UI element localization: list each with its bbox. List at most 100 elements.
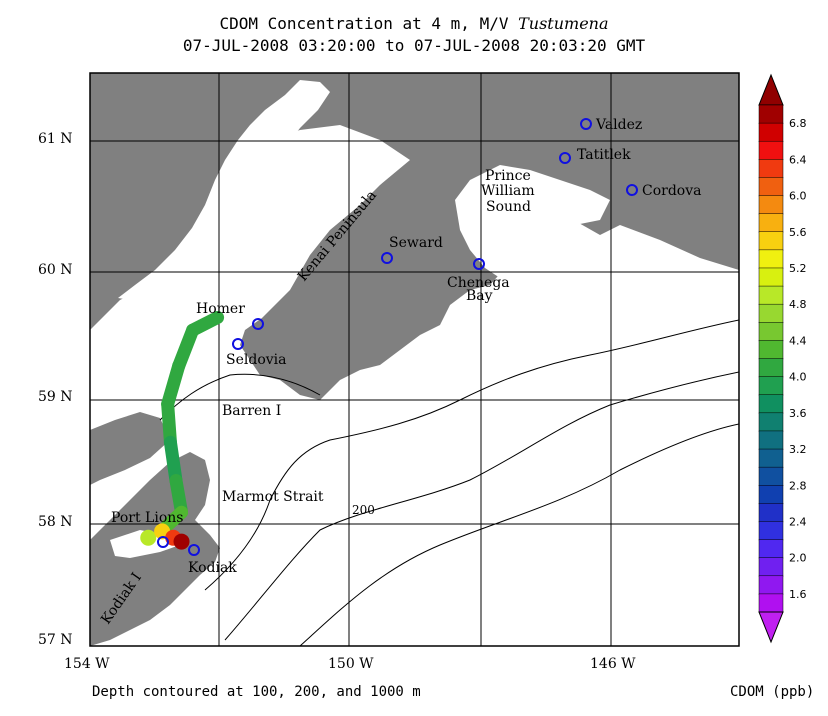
track-point xyxy=(173,533,190,550)
label-valdez: Valdez xyxy=(595,117,642,133)
colorbar-swatch xyxy=(758,593,784,613)
label-cordova: Cordova xyxy=(642,183,701,199)
contour-100m xyxy=(204,319,739,591)
stations xyxy=(157,118,638,556)
colorbar-swatch xyxy=(758,575,784,595)
colorbar-swatch xyxy=(758,285,784,305)
station-valdez xyxy=(580,118,592,130)
colorbar-swatch xyxy=(758,503,784,523)
label-seldovia: Seldovia xyxy=(226,352,286,368)
colorbar-tick-label: 1.6 xyxy=(789,588,807,601)
station-tatitlek xyxy=(559,152,571,164)
water-cook-inlet xyxy=(118,80,330,300)
colorbar-bottom-arrow xyxy=(758,611,784,644)
track-point xyxy=(140,529,157,546)
colorbar-swatch xyxy=(758,430,784,450)
colorbar-tick-label: 5.2 xyxy=(789,262,807,275)
colorbar-swatch xyxy=(758,539,784,559)
lon-label-146: 146 W xyxy=(590,656,636,672)
contour-inner xyxy=(159,373,321,421)
lat-label-61: 61 N xyxy=(38,131,73,147)
label-tatitlek: Tatitlek xyxy=(577,147,631,163)
label-marmot-strait: Marmot Strait xyxy=(222,489,324,505)
colorbar-swatch xyxy=(758,104,784,124)
colorbar-swatch xyxy=(758,122,784,142)
station-port-lions xyxy=(157,536,169,548)
colorbar-tick-label: 3.6 xyxy=(789,407,807,420)
colorbar-swatch xyxy=(758,140,784,161)
station-cordova xyxy=(626,184,638,196)
colorbar-tick-label: 2.0 xyxy=(789,552,807,565)
colorbar-tick-label: 3.2 xyxy=(789,443,807,456)
label-chenega-2: Bay xyxy=(466,288,493,304)
label-pws-3: Sound xyxy=(486,199,531,215)
lon-label-150: 150 W xyxy=(328,656,374,672)
station-homer xyxy=(252,318,264,330)
colorbar-units: CDOM (ppb) xyxy=(730,684,815,700)
map-subtitle: 07-JUL-2008 03:20:00 to 07-JUL-2008 20:0… xyxy=(182,36,646,55)
station-seward xyxy=(381,252,393,264)
colorbar-swatch xyxy=(758,177,784,197)
lon-label-154: 154 W xyxy=(64,656,110,672)
map-frame xyxy=(89,72,740,647)
colorbar-tick-label: 2.8 xyxy=(789,479,807,492)
label-port-lions: Port Lions xyxy=(111,510,183,526)
colorbar-swatch xyxy=(758,249,784,269)
colorbar-tick-label: 6.0 xyxy=(789,190,807,203)
colorbar-swatch xyxy=(758,231,784,251)
label-contour-200: 200 xyxy=(352,503,375,517)
label-pws-2: William xyxy=(481,183,535,199)
colorbar-swatch xyxy=(758,521,784,541)
water-kachemak-bay xyxy=(200,312,262,340)
water-prince-william-sound xyxy=(455,165,610,278)
contour-200m xyxy=(224,371,739,641)
colorbar-swatch xyxy=(758,466,784,486)
colorbar-swatch xyxy=(758,376,784,396)
colorbar-tick-label: 6.8 xyxy=(789,117,807,130)
depth-footnote: Depth contoured at 100, 200, and 1000 m xyxy=(92,684,421,700)
lat-label-57: 57 N xyxy=(38,632,73,648)
title-prefix: CDOM Concentration at 4 m, M/V xyxy=(219,14,519,33)
colorbar-swatch xyxy=(758,412,784,432)
colorbar-swatch xyxy=(758,340,784,360)
land-mainland-north xyxy=(90,73,739,400)
colorbar-swatch xyxy=(758,159,784,179)
ship-track xyxy=(140,310,225,550)
label-kodiak: Kodiak xyxy=(188,560,237,576)
colorbar-swatch xyxy=(758,557,784,577)
label-homer: Homer xyxy=(196,301,245,317)
colorbar-tick-label: 6.4 xyxy=(789,153,807,166)
colorbar-tick-label: 4.8 xyxy=(789,298,807,311)
track-segment xyxy=(161,359,186,411)
colorbar: 6.8 6.4 6.0 5.6 5.2 4.8 4.4 4.0 3.6 3.2 2.8 2.4 2.0 1… xyxy=(758,73,807,644)
label-barren-i: Barren I xyxy=(222,403,281,419)
colorbar-swatch xyxy=(758,448,784,468)
colorbar-swatch xyxy=(758,303,784,324)
colorbar-tick-label: 5.6 xyxy=(789,226,807,239)
label-seward: Seward xyxy=(389,235,443,251)
depth-contours xyxy=(159,319,739,646)
colorbar-tick-label: 2.4 xyxy=(789,515,807,528)
map-title: CDOM Concentration at 4 m, M/V Tustumena xyxy=(0,14,828,33)
station-kodiak xyxy=(188,544,200,556)
colorbar-swatch xyxy=(758,195,784,215)
land-afognak xyxy=(90,412,170,485)
colorbar-swatch xyxy=(758,322,784,342)
colorbar-tick-label: 4.0 xyxy=(789,371,807,384)
contour-1000m xyxy=(299,423,739,646)
track-segment xyxy=(161,505,189,532)
lat-label-60: 60 N xyxy=(38,262,73,278)
lat-label-58: 58 N xyxy=(38,514,73,530)
colorbar-swatch xyxy=(758,358,784,378)
lat-label-59: 59 N xyxy=(38,389,73,405)
colorbar-swatch xyxy=(758,267,784,287)
graticule xyxy=(90,73,739,646)
colorbar-swatch xyxy=(758,485,784,505)
label-pws-1: Prince xyxy=(485,168,531,184)
colorbar-tick-label: 4.4 xyxy=(789,334,807,347)
station-seldovia xyxy=(232,338,244,350)
vessel-name: Tustumena xyxy=(518,14,609,33)
label-chenega-1: Chenega xyxy=(447,275,510,291)
colorbar-swatch xyxy=(758,213,784,233)
